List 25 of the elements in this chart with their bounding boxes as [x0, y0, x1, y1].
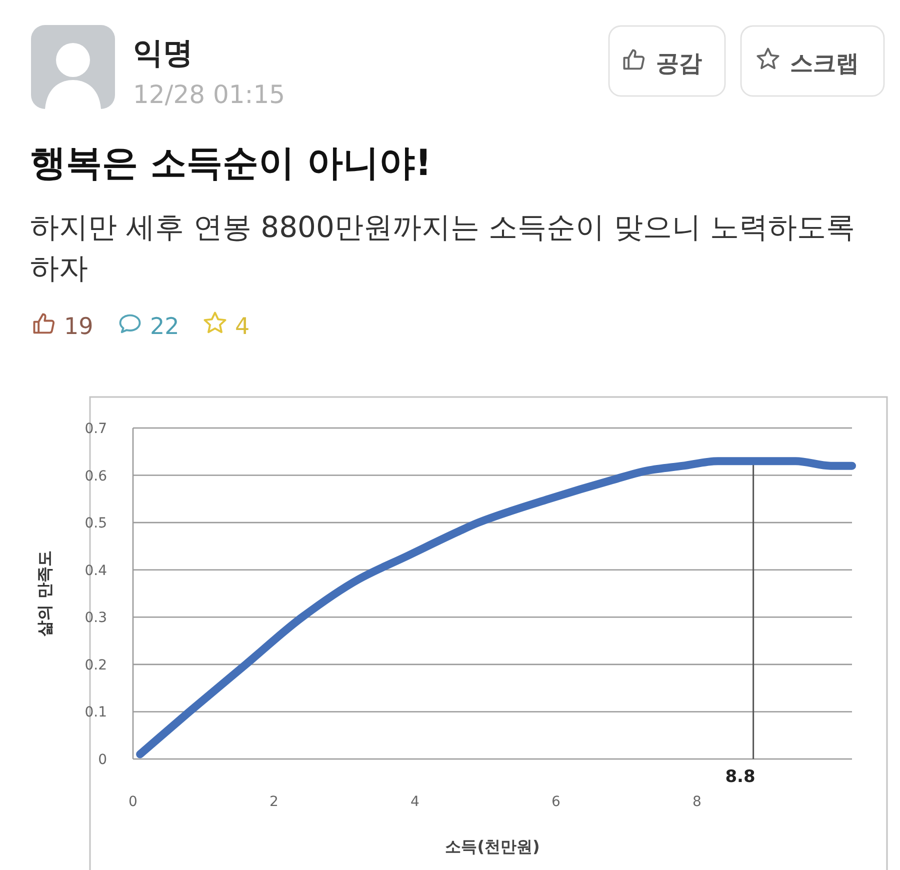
annotation: 스크랩 [790, 51, 859, 77]
y-tick-label: 0.2 [84, 657, 107, 674]
x-tick-label: 2 [270, 794, 278, 810]
x-tick-label: 8 [692, 794, 702, 810]
y-tick-label: 0.7 [84, 421, 107, 437]
annotation: 8.8 [725, 767, 756, 787]
title: 행복은 소득순이 아니야! [30, 143, 432, 184]
x-label: 소득(천만원) [445, 837, 540, 856]
x-tick-label: 4 [410, 794, 420, 810]
y-tick-label: 0 [98, 752, 107, 768]
y-label: 삶의 만족도 [35, 550, 54, 636]
y-tick-label: 0.4 [84, 562, 107, 579]
subtitle: 하지만 세후 연봉 8800만원까지는 소득순이 맞으니 노력하도록 하자 [30, 209, 856, 287]
x-tick-label: 6 [551, 794, 560, 810]
annotation: 익명 [133, 36, 193, 71]
annotation: 공감 [656, 51, 702, 77]
y-tick-label: 0.5 [84, 516, 107, 532]
x-tick-label: 0 [128, 794, 138, 810]
annotation: 12/28 01:15 [133, 80, 286, 109]
annotation: 22 [150, 314, 180, 340]
y-tick-label: 0.1 [84, 704, 107, 721]
y-tick-label: 0.3 [84, 610, 107, 626]
y-tick-label: 0.6 [84, 468, 107, 484]
annotation: 19 [64, 314, 94, 340]
annotation: 4 [235, 314, 250, 340]
